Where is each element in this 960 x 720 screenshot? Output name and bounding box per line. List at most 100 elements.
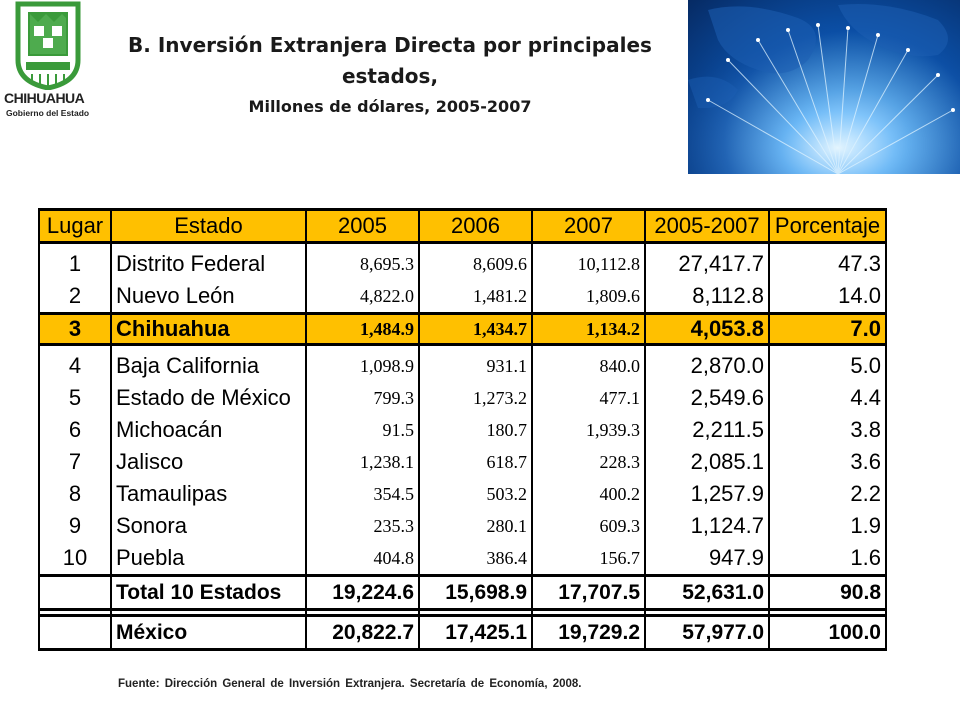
cell-2006: 386.4 (418, 542, 533, 576)
spacer-cell (644, 344, 770, 350)
cell-2005-2007: 1,257.9 (644, 478, 770, 510)
cell-2005: 799.3 (305, 382, 420, 414)
cell-lugar: 6 (38, 414, 112, 446)
cell-2005: 354.5 (305, 478, 420, 510)
title-line-1: B. Inversión Extranjera Directa por prin… (128, 33, 652, 57)
data-table: Lugar Estado 2005 2006 2007 2005-2007 Po… (38, 208, 887, 651)
header-2005-2007: 2005-2007 (644, 208, 770, 244)
cell-estado: Baja California (110, 350, 307, 382)
cell-2005-2007: 2,211.5 (644, 414, 770, 446)
cell-porcentaje: 14.0 (768, 280, 887, 314)
table-header-row: Lugar Estado 2005 2006 2007 2005-2007 Po… (38, 208, 887, 244)
table-gap (38, 609, 887, 616)
header-lugar: Lugar (38, 208, 112, 244)
cell-lugar: 5 (38, 382, 112, 414)
cell-2005-2007: 27,417.7 (644, 242, 770, 280)
table-row: 8 Tamaulipas 354.5 503.2 400.2 1,257.9 2.2 (38, 478, 887, 510)
table-spacer (38, 344, 887, 350)
cell-2006: 1,273.2 (418, 382, 533, 414)
cell-2007: 840.0 (531, 350, 646, 382)
cell-2005: 4,822.0 (305, 280, 420, 314)
coat-of-arms-icon (15, 1, 81, 90)
cell-2005: 8,695.3 (305, 242, 420, 280)
cell-lugar: 2 (38, 280, 112, 314)
cell-2005: 235.3 (305, 510, 420, 542)
cell-2005-2007: 2,085.1 (644, 446, 770, 478)
cell-porcentaje: 3.6 (768, 446, 887, 478)
cell-porcentaje: 1.6 (768, 542, 887, 576)
spacer-cell (768, 344, 887, 350)
table-row: 1 Distrito Federal 8,695.3 8,609.6 10,112.8 2… (38, 242, 887, 280)
cell-2007: 156.7 (531, 542, 646, 576)
cell-porcentaje: 47.3 (768, 242, 887, 280)
cell-2007: 228.3 (531, 446, 646, 478)
header-2007: 2007 (531, 208, 646, 244)
cell-porcentaje: 4.4 (768, 382, 887, 414)
spacer-cell (38, 344, 112, 350)
title-subtitle: Millones de dólares, 2005-2007 (248, 97, 532, 116)
table-row: 10 Puebla 404.8 386.4 156.7 947.9 1.6 (38, 542, 887, 576)
total-10-row-2005: 19,224.6 (305, 574, 420, 611)
gap-cell (768, 609, 887, 616)
spacer-cell (418, 344, 533, 350)
cell-2006: 8,609.6 (418, 242, 533, 280)
cell-2005-2007: 8,112.8 (644, 280, 770, 314)
cell-lugar: 9 (38, 510, 112, 542)
cell-2005-2007: 2,549.6 (644, 382, 770, 414)
title-line-2: estados, (341, 64, 439, 88)
globe-illustration-icon (688, 0, 960, 174)
table-row: 6 Michoacán 91.5 180.7 1,939.3 2,211.5 3.8 (38, 414, 887, 446)
fdi-by-state-table: Lugar Estado 2005 2006 2007 2005-2007 Po… (38, 208, 887, 651)
spacer-cell (110, 344, 307, 350)
table-row: 3 Chihuahua 1,484.9 1,434.7 1,134.2 4,053.8 7.… (38, 312, 887, 346)
cell-lugar: 3 (38, 312, 112, 346)
source-note: Fuente: Dirección General de Inversión E… (118, 678, 582, 690)
cell-lugar: 8 (38, 478, 112, 510)
gap-cell (110, 609, 307, 616)
total-10-row-label: Total 10 Estados (110, 574, 307, 611)
gap-cell (418, 609, 533, 616)
table-row: 7 Jalisco 1,238.1 618.7 228.3 2,085.1 3.6 (38, 446, 887, 478)
cell-2005-2007: 1,124.7 (644, 510, 770, 542)
logo-subtitle: Gobierno del Estado (6, 108, 90, 118)
cell-2007: 1,134.2 (531, 312, 646, 346)
header-2005: 2005 (305, 208, 420, 244)
header-porcentaje: Porcentaje (768, 208, 887, 244)
cell-2007: 609.3 (531, 510, 646, 542)
table-row: 4 Baja California 1,098.9 931.1 840.0 2,870.0… (38, 350, 887, 382)
cell-2005-2007: 2,870.0 (644, 350, 770, 382)
cell-2006: 1,434.7 (418, 312, 533, 346)
cell-porcentaje: 5.0 (768, 350, 887, 382)
cell-2006: 280.1 (418, 510, 533, 542)
chihuahua-government-logo: CHIHUAHUA Gobierno del Estado (4, 0, 96, 130)
spacer-cell (305, 344, 420, 350)
mexico-row: México 20,822.7 17,425.1 19,729.2 57,977.0 10… (38, 614, 887, 651)
cell-2007: 400.2 (531, 478, 646, 510)
gap-cell (644, 609, 770, 616)
table-row: 5 Estado de México 799.3 1,273.2 477.1 2,549.… (38, 382, 887, 414)
header-estado: Estado (110, 208, 307, 244)
cell-2006: 180.7 (418, 414, 533, 446)
cell-estado: Chihuahua (110, 312, 307, 346)
cell-estado: Tamaulipas (110, 478, 307, 510)
mexico-row-2006: 17,425.1 (418, 614, 533, 651)
cell-2006: 1,481.2 (418, 280, 533, 314)
cell-porcentaje: 7.0 (768, 312, 887, 346)
cell-lugar: 10 (38, 542, 112, 576)
cell-2007: 477.1 (531, 382, 646, 414)
table-row: 9 Sonora 235.3 280.1 609.3 1,124.7 1.9 (38, 510, 887, 542)
mexico-row-2007: 19,729.2 (531, 614, 646, 651)
cell-porcentaje: 1.9 (768, 510, 887, 542)
fiber-optic-globe-image (688, 0, 960, 174)
gap-cell (38, 609, 112, 616)
mexico-row-2005-2007: 57,977.0 (644, 614, 770, 651)
cell-estado: Distrito Federal (110, 242, 307, 280)
cell-lugar-empty (38, 574, 112, 611)
total-10-row-2006: 15,698.9 (418, 574, 533, 611)
gap-cell (305, 609, 420, 616)
mexico-row-porcentaje: 100.0 (768, 614, 887, 651)
cell-2005: 404.8 (305, 542, 420, 576)
cell-lugar: 4 (38, 350, 112, 382)
cell-porcentaje: 3.8 (768, 414, 887, 446)
cell-lugar: 1 (38, 242, 112, 280)
